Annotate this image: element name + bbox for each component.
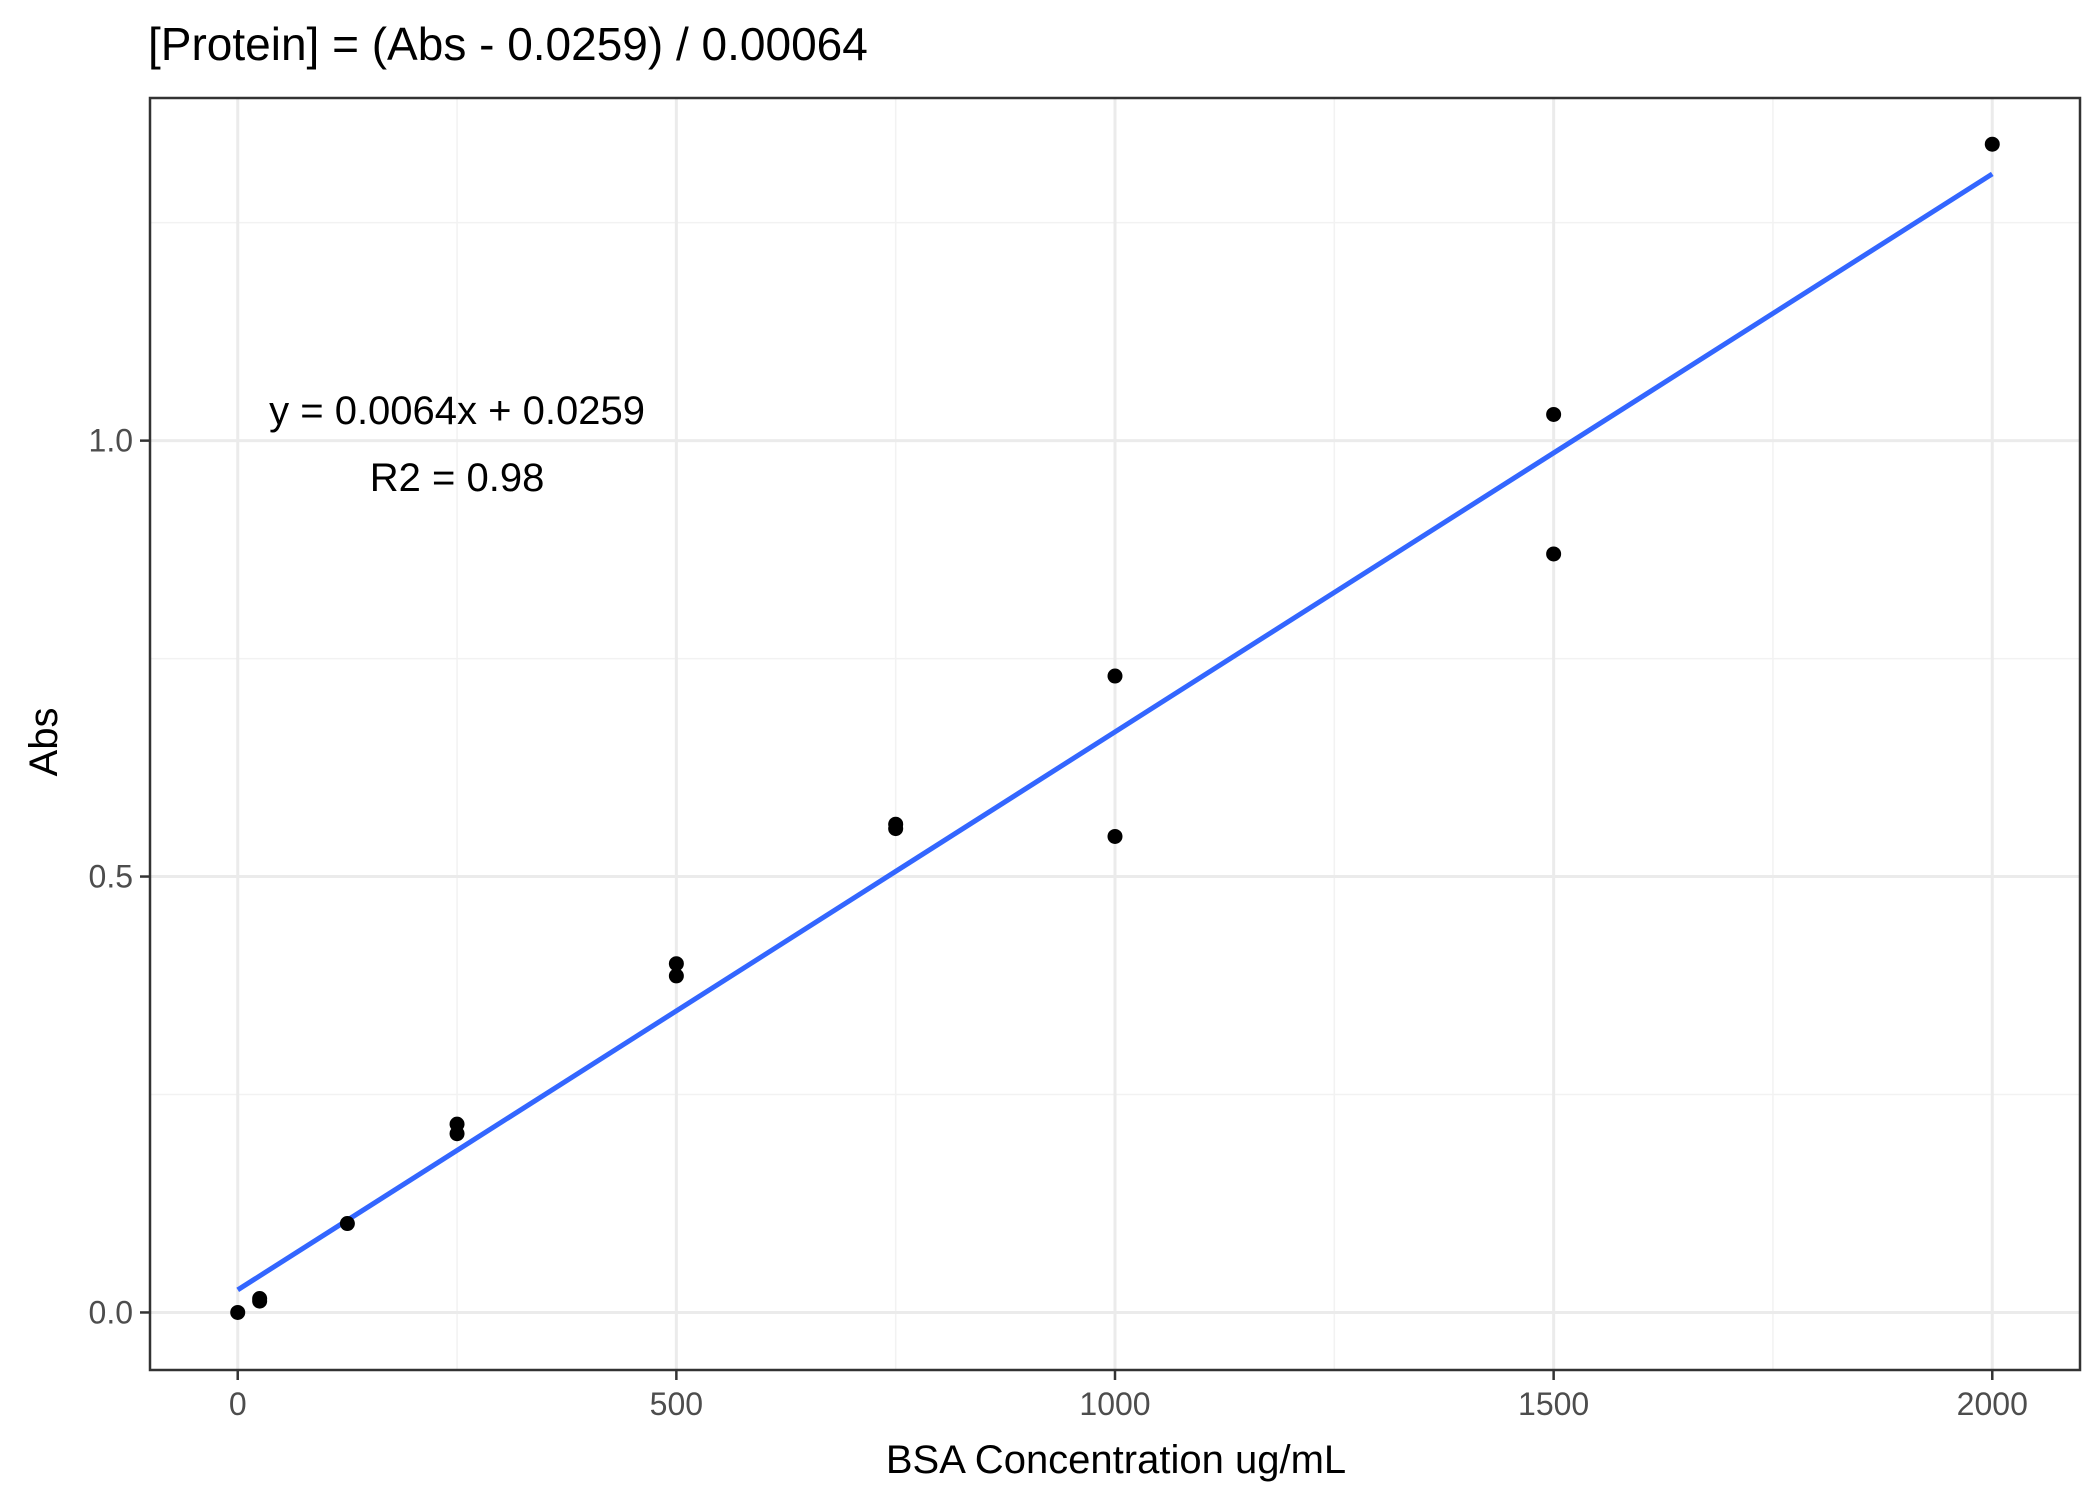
data-point bbox=[1107, 828, 1123, 844]
data-point bbox=[1546, 546, 1562, 562]
data-point bbox=[1546, 406, 1562, 422]
y-tick-label: 0.5 bbox=[89, 859, 133, 895]
data-point bbox=[252, 1291, 268, 1307]
x-tick-label: 1500 bbox=[1518, 1386, 1589, 1422]
regression-line bbox=[236, 171, 1994, 1292]
data-point bbox=[449, 1116, 465, 1132]
axes: 0 500 1000 1500 2000 0.0 0.5 1.0 bbox=[89, 423, 2028, 1422]
annotations: y = 0.0064x + 0.0259 R2 = 0.98 bbox=[269, 389, 645, 500]
data-point bbox=[668, 956, 684, 972]
data-point bbox=[339, 1216, 355, 1232]
x-axis-title: BSA Concentration ug/mL bbox=[886, 1438, 1346, 1482]
data-point bbox=[1107, 668, 1123, 684]
data-point bbox=[230, 1304, 246, 1320]
x-tick-label: 0 bbox=[229, 1386, 247, 1422]
y-tick-label: 1.0 bbox=[89, 423, 133, 459]
x-tick-label: 500 bbox=[650, 1386, 703, 1422]
data-point bbox=[1984, 136, 2000, 152]
equation-annotation: y = 0.0064x + 0.0259 bbox=[269, 389, 645, 433]
x-tick-label: 2000 bbox=[1957, 1386, 2028, 1422]
r-squared-annotation: R2 = 0.98 bbox=[370, 456, 545, 500]
x-tick-label: 1000 bbox=[1079, 1386, 1150, 1422]
data-points bbox=[230, 136, 2000, 1320]
y-axis-title: Abs bbox=[22, 708, 66, 777]
data-point bbox=[888, 816, 904, 832]
chart-title: [Protein] = (Abs - 0.0259) / 0.00064 bbox=[148, 18, 868, 70]
y-tick-label: 0.0 bbox=[89, 1294, 133, 1330]
regression-line-layer bbox=[236, 171, 1994, 1292]
data-point bbox=[668, 968, 684, 984]
